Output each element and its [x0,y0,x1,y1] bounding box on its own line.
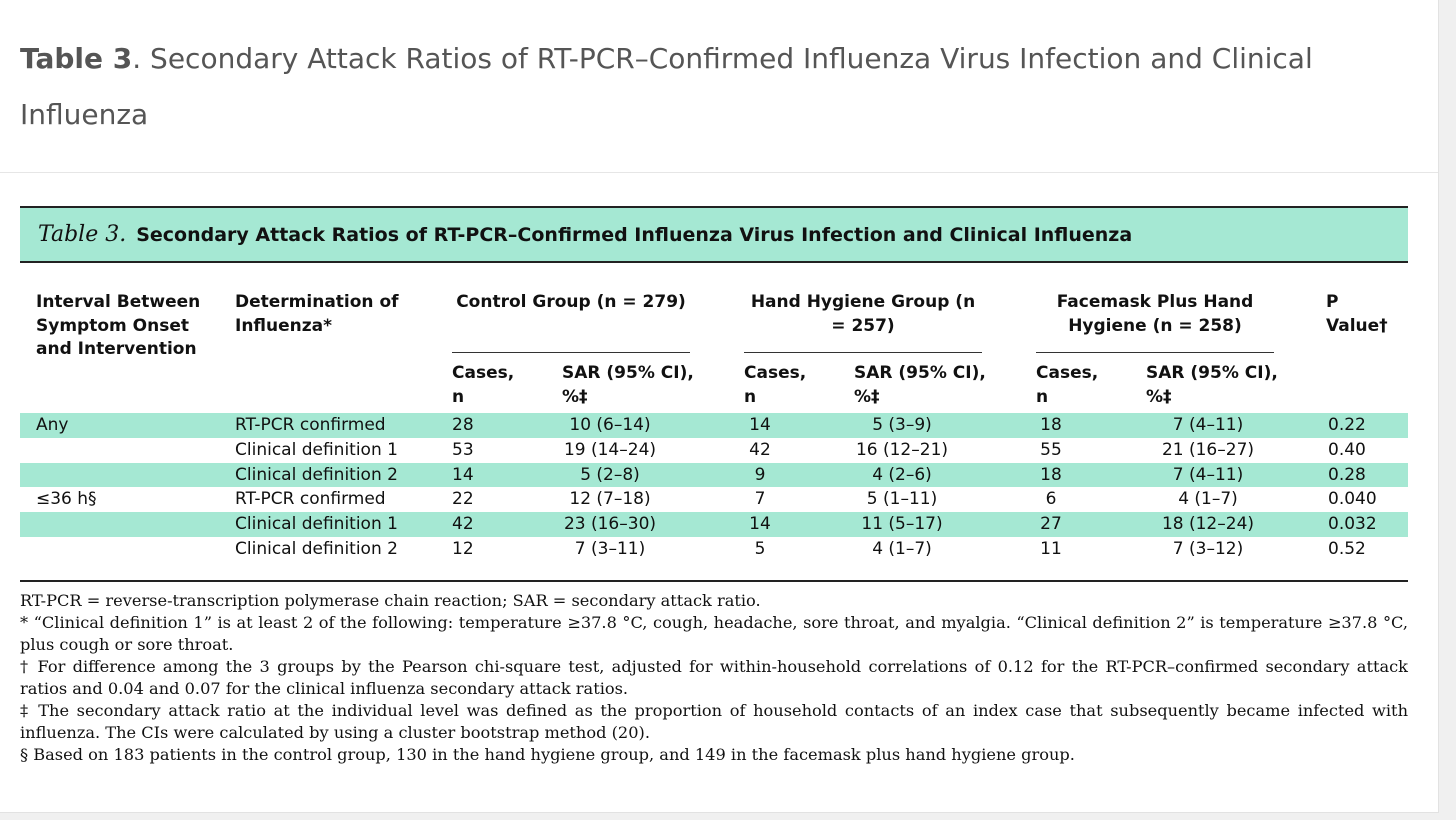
cell-hand-sar: 4 (1–7) [872,538,932,559]
cell-control-cases: 42 [452,514,474,535]
header-facemask-cases: Cases, n [1036,363,1099,407]
group-rule-control [452,352,690,353]
cell-facemask-sar: 21 (16–27) [1161,439,1255,460]
cell-facemask-cases: 6 [1045,489,1057,510]
cell-facemask-cases: 27 [1040,514,1062,535]
cell-facemask-cases: 18 [1040,464,1062,485]
cell-control-cases: 28 [452,415,474,435]
table-row: Clinical definition 1 42 23 (16–30) 14 1… [20,512,1408,537]
cell-facemask-cases: 18 [1040,415,1062,435]
heading-bold: Table 3 [20,42,133,75]
cell-control-sar: 23 (16–30) [563,514,657,535]
cell-determination: Clinical definition 2 [235,464,398,485]
header-facemask-group: Facemask Plus Hand Hygiene (n = 258) [1056,292,1254,336]
cell-hand-cases: 42 [749,439,771,460]
cell-hand-cases: 7 [754,489,766,510]
cell-p-value: 0.40 [1328,439,1366,460]
table-row: Clinical definition 2 14 5 (2–8) 9 4 (2–… [20,462,1408,488]
heading-rest: . Secondary Attack Ratios of RT-PCR–Conf… [20,42,1313,131]
cell-control-sar: 7 (3–11) [574,538,646,559]
footnote-abbreviations: RT-PCR = reverse-transcription polymeras… [20,590,761,610]
footnote-36h: § Based on 183 patients in the control g… [20,744,1075,764]
header-determination: Determination of Influenza* [235,292,399,336]
footnote-clinical-definition: * “Clinical definition 1” is at least 2 … [20,612,1408,654]
header-hand-hygiene-group: Hand Hygiene Group (n = 257) [750,292,976,336]
footnote-p-value: † For difference among the 3 groups by t… [20,656,1408,698]
table-row: Any RT-PCR confirmed 28 10 (6–14) 14 5 (… [20,413,1408,438]
cell-facemask-sar: 4 (1–7) [1178,489,1238,510]
cell-control-sar: 10 (6–14) [569,415,651,435]
cell-control-cases: 22 [452,489,474,510]
table-row: Clinical definition 2 12 7 (3–11) 5 4 (1… [20,537,1408,562]
header-p-value: P Value† [1326,292,1388,336]
cell-hand-cases: 9 [754,464,766,485]
footnote-sar: ‡ The secondary attack ratio at the indi… [20,700,1408,742]
cell-hand-cases: 5 [754,538,766,559]
cell-p-value: 0.28 [1328,464,1366,485]
cell-hand-sar: 11 (5–17) [861,514,943,535]
table-body: Any RT-PCR confirmed 28 10 (6–14) 14 5 (… [20,413,1408,562]
header-facemask-sar: SAR (95% CI), %‡ [1146,363,1278,407]
cell-determination: Clinical definition 2 [235,538,398,559]
cell-hand-sar: 5 (3–9) [872,415,932,435]
cell-control-cases: 12 [452,538,474,559]
header-interval: Interval Between Symptom Onset and Inter… [36,292,201,359]
header-control-group: Control Group (n = 279) [456,292,686,312]
cell-control-sar: 5 (2–8) [580,464,640,485]
table-title-bar: Table 3. Secondary Attack Ratios of RT-P… [20,206,1408,263]
cell-control-cases: 14 [452,464,474,485]
cell-control-sar: 12 (7–18) [569,489,651,510]
table-header: Interval Between Symptom Onset and Inter… [20,263,1408,413]
table-row: ≤36 h§ RT-PCR confirmed 22 12 (7–18) 7 5… [20,487,1408,512]
table-bottom-rule [20,579,1408,582]
cell-hand-cases: 14 [749,415,771,435]
cell-interval: Any [36,415,69,435]
cell-p-value: 0.032 [1328,514,1377,535]
group-rule-hand [744,352,982,353]
cell-p-value: 0.040 [1328,489,1377,510]
header-control-sar: SAR (95% CI), %‡ [562,363,694,407]
cell-facemask-cases: 11 [1040,538,1062,559]
cell-p-value: 0.52 [1328,538,1366,559]
cell-facemask-cases: 55 [1040,439,1062,460]
cell-p-value: 0.22 [1328,415,1366,435]
cell-determination: Clinical definition 1 [235,439,398,460]
cell-determination: RT-PCR confirmed [235,415,386,435]
cell-hand-cases: 14 [749,514,771,535]
cell-facemask-sar: 7 (3–12) [1172,538,1244,559]
cell-hand-sar: 5 (1–11) [866,489,938,510]
cell-determination: RT-PCR confirmed [235,489,386,510]
cell-hand-sar: 4 (2–6) [872,464,932,485]
cell-control-sar: 19 (14–24) [563,439,657,460]
table-title: Secondary Attack Ratios of RT-PCR–Confir… [136,223,1133,246]
cell-interval: ≤36 h§ [36,489,97,510]
cell-control-cases: 53 [452,439,474,460]
table-label: Table 3. [38,222,127,247]
divider [0,172,1438,173]
table-footnotes: RT-PCR = reverse-transcription polymeras… [20,590,1408,766]
cell-facemask-sar: 7 (4–11) [1172,415,1244,435]
page: Table 3. Secondary Attack Ratios of RT-P… [0,0,1439,813]
cell-determination: Clinical definition 1 [235,514,398,535]
header-hand-sar: SAR (95% CI), %‡ [854,363,986,407]
header-control-cases: Cases, n [452,363,515,407]
table-image: Table 3. Secondary Attack Ratios of RT-P… [20,206,1408,766]
page-heading: Table 3. Secondary Attack Ratios of RT-P… [20,31,1410,143]
table-row: Clinical definition 1 53 19 (14–24) 42 1… [20,438,1408,463]
header-hand-cases: Cases, n [744,363,807,407]
group-rule-facemask [1036,352,1274,353]
cell-hand-sar: 16 (12–21) [855,439,949,460]
cell-facemask-sar: 18 (12–24) [1161,514,1255,535]
cell-facemask-sar: 7 (4–11) [1172,464,1244,485]
